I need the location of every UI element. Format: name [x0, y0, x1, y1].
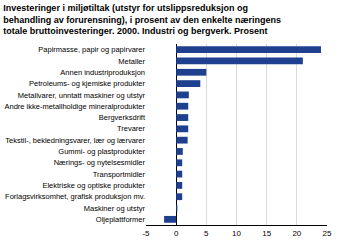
- svg-text:Tekstil-, bekledningsvarer, læ: Tekstil-, bekledningsvarer, lær og lærva…: [5, 136, 145, 145]
- svg-text:Forlagsvirksomhet, grafisk pro: Forlagsvirksomhet, grafisk produksjon mv…: [5, 192, 145, 201]
- svg-text:Nærings- og nytelsesmidler: Nærings- og nytelsesmidler: [54, 158, 146, 167]
- svg-text:5: 5: [204, 229, 209, 238]
- svg-text:25: 25: [323, 229, 332, 238]
- svg-text:Petroleums- og kjemiske produk: Petroleums- og kjemiske produkter: [29, 79, 145, 88]
- svg-text:0: 0: [174, 229, 179, 238]
- svg-text:Elektriske og optiske produkte: Elektriske og optiske produkter: [42, 181, 145, 190]
- svg-text:Andre ikke-metallholdige miner: Andre ikke-metallholdige mineralprodukte…: [5, 102, 146, 111]
- svg-text:Metaller: Metaller: [118, 57, 145, 66]
- svg-text:Gummi- og plastprodukter: Gummi- og plastprodukter: [58, 147, 145, 156]
- svg-text:Trevarer: Trevarer: [117, 124, 146, 133]
- svg-text:Bergverksdrift: Bergverksdrift: [99, 113, 146, 122]
- svg-text:Papirmasse, papir og papirvare: Papirmasse, papir og papirvarer: [38, 45, 145, 54]
- svg-text:10: 10: [232, 229, 241, 238]
- svg-text:Transportmidler: Transportmidler: [93, 170, 146, 179]
- svg-text:15: 15: [262, 229, 271, 238]
- svg-text:20: 20: [292, 229, 301, 238]
- svg-text:-5: -5: [142, 229, 150, 238]
- svg-text:Annen industriproduksjon: Annen industriproduksjon: [60, 68, 145, 77]
- svg-text:Metallvarer, unntatt maskiner: Metallvarer, unntatt maskiner og utstyr: [18, 91, 146, 100]
- svg-text:Maskiner og utstyr: Maskiner og utstyr: [84, 204, 146, 213]
- svg-text:Investeringer i miljøtiltak (u: Investeringer i miljøtiltak (utstyr for …: [3, 3, 281, 36]
- svg-text:Oljeplattformer: Oljeplattformer: [96, 215, 146, 224]
